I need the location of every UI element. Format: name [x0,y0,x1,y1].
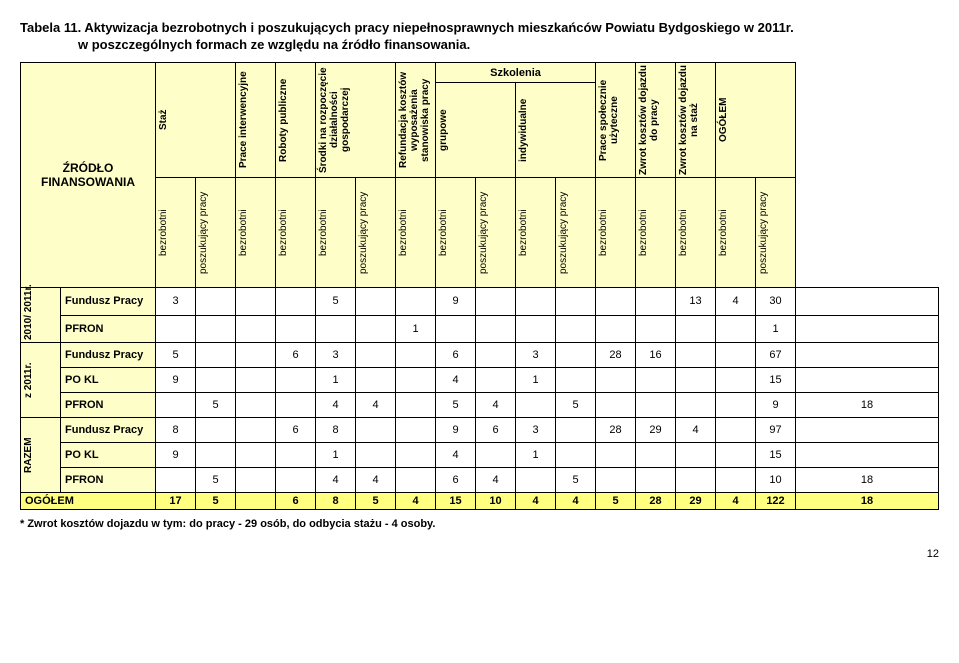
sub-bez: bezrobotni [516,178,556,288]
header-roboty: Roboty publiczne [276,63,316,178]
table-row: PO KL 914115 [21,443,939,468]
header-interwencyjne: Prace interwencyjne [236,63,276,178]
sub-posz: poszukujący pracy [196,178,236,288]
header-prace-spol: Prace społecznie użyteczne [596,63,636,178]
table-row: PFRON 5446451018 [21,468,939,493]
group-z-2011: z 2011r. [21,343,61,418]
sub-posz: poszukujący pracy [556,178,596,288]
table-title: Tabela 11. Aktywizacja bezrobotnych i po… [20,20,939,35]
sub-bez: bezrobotni [396,178,436,288]
table-row: PO KL 914115 [21,368,939,393]
header-zwrot-pracy: Zwrot kosztów dojazdu do pracy [636,63,676,178]
sub-bez: bezrobotni [436,178,476,288]
sub-bez: bezrobotni [716,178,756,288]
header-indywidualne: indywidualne [516,83,596,178]
footnote: * Zwrot kosztów dojazdu w tym: do pracy … [20,518,939,530]
table-row: PFRON 544545918 [21,393,939,418]
sub-posz: poszukujący pracy [756,178,796,288]
row-label: Fundusz Pracy [61,418,156,443]
sub-posz: poszukujący pracy [476,178,516,288]
header-grupowe: grupowe [436,83,516,178]
sub-bez: bezrobotni [316,178,356,288]
table-row: PFRON 11 [21,315,939,343]
total-label: OGÓŁEM [21,493,156,510]
page-number: 12 [20,548,939,560]
table-row: 2010/ 2011r. Fundusz Pracy 35913430 [21,288,939,316]
row-label: PFRON [61,393,156,418]
sub-bez: bezrobotni [636,178,676,288]
header-refundacja: Refundacja kosztów wyposażenia stanowisk… [396,63,436,178]
sub-posz: poszukujący pracy [356,178,396,288]
row-label: PO KL [61,368,156,393]
header-zwrot-staz: Zwrot kosztów dojazdu na staż [676,63,716,178]
sub-bez: bezrobotni [596,178,636,288]
row-label: PFRON [61,315,156,343]
header-szkolenia: Szkolenia [436,63,596,83]
sub-bez: bezrobotni [676,178,716,288]
row-label: Fundusz Pracy [61,343,156,368]
sub-bez: bezrobotni [236,178,276,288]
sub-bez: bezrobotni [276,178,316,288]
table-row: z 2011r. Fundusz Pracy 56363281667 [21,343,939,368]
row-label: PFRON [61,468,156,493]
group-2010-2011: 2010/ 2011r. [21,288,61,343]
header-srodki: Środki na rozpoczęcie działalności gospo… [316,63,396,178]
row-label: PO KL [61,443,156,468]
table-row: RAZEM Fundusz Pracy 8689632829497 [21,418,939,443]
table-subtitle: w poszczególnych formach ze względu na ź… [78,37,939,52]
row-label: Fundusz Pracy [61,288,156,316]
activation-table: ŹRÓDŁO FINANSOWANIA Staż Prace interwenc… [20,62,939,510]
group-razem: RAZEM [21,418,61,493]
header-ogolem: OGÓŁEM [716,63,796,178]
header-staz: Staż [156,63,236,178]
total-row: OGÓŁEM 175685415104452829412218 [21,493,939,510]
sub-bez: bezrobotni [156,178,196,288]
header-source: ŹRÓDŁO FINANSOWANIA [21,63,156,288]
